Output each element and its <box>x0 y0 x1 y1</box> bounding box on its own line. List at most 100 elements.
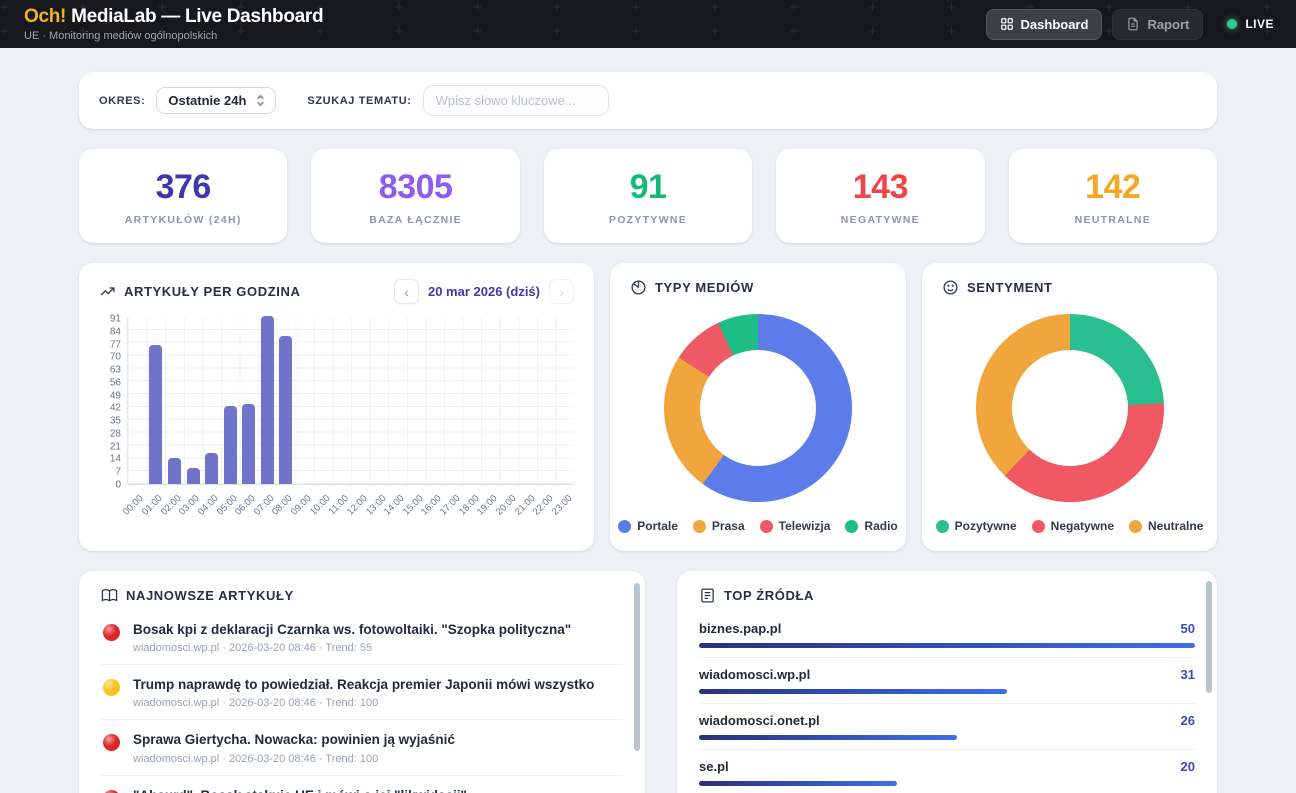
app-title-rest: MediaLab — Live Dashboard <box>66 6 324 27</box>
search-label: SZUKAJ TEMATU: <box>307 94 412 107</box>
charts-row: ARTYKUŁY PER GODZINA ‹ 20 mar 2026 (dziś… <box>79 263 1217 551</box>
trend-up-icon <box>100 287 115 296</box>
bar-slot <box>481 318 500 484</box>
article-list-item[interactable]: "Absurd". Bosak atakuje UE i mówi o jej … <box>101 776 623 793</box>
bar-slot <box>202 318 221 484</box>
top-nav: Dashboard Raport LIVE <box>985 8 1274 40</box>
legend-item[interactable]: Negatywne <box>1031 519 1115 533</box>
dashboard-tab-button[interactable]: Dashboard <box>985 8 1103 40</box>
period-select[interactable]: Ostatnie 24h <box>156 87 277 114</box>
sources-scrollbar-thumb[interactable] <box>1206 581 1212 693</box>
hourly-chart-card: ARTYKUŁY PER GODZINA ‹ 20 mar 2026 (dziś… <box>79 263 594 551</box>
media-types-title: TYPY MEDIÓW <box>630 279 754 296</box>
media-types-title-text: TYPY MEDIÓW <box>655 280 754 295</box>
bar-slot <box>258 316 277 484</box>
legend-item[interactable]: Prasa <box>692 519 745 533</box>
bar-slot <box>425 318 444 484</box>
hour-bar[interactable] <box>223 405 237 484</box>
source-bar <box>699 735 957 740</box>
bar-slot <box>332 318 351 484</box>
chevron-up-down-icon <box>257 94 265 107</box>
bar-slot <box>370 318 389 484</box>
legend-label: Portale <box>637 519 678 533</box>
bar-slot <box>239 318 258 484</box>
article-meta: wiadomosci.wp.pl · 2026-03-20 08:46 · Tr… <box>133 642 373 655</box>
hour-bar[interactable] <box>205 453 219 484</box>
stat-label: NEGATYWNE <box>840 214 920 226</box>
hour-bar[interactable] <box>167 458 181 484</box>
stat-card: 91 POZYTYWNE <box>543 149 753 243</box>
hour-bar[interactable] <box>149 345 163 484</box>
grid-icon <box>1000 18 1013 30</box>
search-input[interactable] <box>422 85 609 116</box>
x-tick: 22:00 <box>531 493 556 518</box>
app-header: + + + + + + + + + + + + + + + + + + + + … <box>0 0 1296 48</box>
open-book-icon <box>101 589 118 602</box>
x-tick: 17:00 <box>437 493 463 518</box>
legend-item[interactable]: Telewizja <box>759 519 830 533</box>
source-count: 26 <box>1180 713 1195 728</box>
legend-item[interactable]: Portale <box>618 519 678 533</box>
stat-label: ARTYKUŁÓW (24H) <box>124 214 242 226</box>
bar-slot <box>407 318 426 484</box>
bar-slot <box>462 318 481 484</box>
legend-label: Negatywne <box>1050 519 1115 533</box>
article-meta: wiadomosci.wp.pl · 2026-03-20 08:46 · Tr… <box>133 697 379 710</box>
stat-label: POZYTYWNE <box>608 214 688 226</box>
raport-tab-label: Raport <box>1147 16 1190 32</box>
stat-card: 8305 BAZA ŁĄCZNIE <box>311 149 520 243</box>
source-name: biznes.pap.pl <box>699 621 782 636</box>
stat-value: 142 <box>1085 168 1141 206</box>
legend-dot-icon <box>935 519 949 533</box>
source-row: se.pl 20 <box>699 750 1195 793</box>
sentiment-card: SENTYMENT Pozytywne Negatywne Neutralne <box>922 263 1217 551</box>
legend-item[interactable]: Radio <box>845 519 898 533</box>
date-navigator: ‹ 20 mar 2026 (dziś) › <box>393 279 574 304</box>
stat-card: 376 ARTYKUŁÓW (24H) <box>79 149 288 243</box>
articles-scrollbar-thumb[interactable] <box>634 583 640 751</box>
period-label: OKRES: <box>99 94 146 107</box>
legend-item[interactable]: Pozytywne <box>935 519 1017 533</box>
prev-day-button[interactable]: ‹ <box>393 279 419 304</box>
sentiment-donut[interactable] <box>975 313 1164 502</box>
hour-bar[interactable] <box>279 336 293 484</box>
hour-bar[interactable] <box>260 316 274 484</box>
x-axis: 00:00 01:00 02:00 03:00 04:00 05:00 06:00 07:00… <box>121 485 574 525</box>
raport-tab-button[interactable]: Raport <box>1112 8 1204 40</box>
hour-bar[interactable] <box>242 403 256 484</box>
article-list-item[interactable]: Trump naprawdę to powiedział. Reakcja pr… <box>101 665 623 721</box>
bar-plot <box>127 316 574 485</box>
bar-slot <box>351 318 370 484</box>
x-tick: 20:00 <box>493 493 519 518</box>
source-bar <box>699 689 1007 694</box>
latest-articles-title: NAJNOWSZE ARTYKUŁY <box>101 587 294 604</box>
legend-dot-icon <box>692 519 706 533</box>
legend-item[interactable]: Neutralne <box>1129 519 1203 533</box>
article-list-item[interactable]: Bosak kpi z deklaracji Czarnka ws. fotow… <box>101 610 623 666</box>
app-title: Och! MediaLab — Live Dashboard <box>24 6 324 28</box>
source-list: biznes.pap.pl 50 wiadomosci.wp.pl 31 wia… <box>699 612 1195 793</box>
legend-dot-icon <box>1031 519 1045 533</box>
legend-label: Prasa <box>711 519 745 533</box>
stat-value: 376 <box>155 168 212 206</box>
legend-label: Radio <box>864 519 898 533</box>
bar-slot <box>277 318 296 484</box>
article-list-item[interactable]: Sprawa Giertycha. Nowacka: powinien ją w… <box>101 720 623 776</box>
stat-value: 91 <box>629 168 667 206</box>
source-name: wiadomosci.wp.pl <box>699 667 811 682</box>
bar-slot <box>444 318 463 484</box>
bar-slot <box>165 318 184 484</box>
media-types-donut[interactable] <box>664 313 852 502</box>
media-types-legend: Portale Prasa Telewizja Radio <box>618 519 898 535</box>
hourly-bar-chart[interactable]: 0 7 14 21 28 35 42 49 56 63 70 77 84 91 00:00 01:00 02:… <box>99 314 574 525</box>
latest-articles-title-text: NAJNOWSZE ARTYKUŁY <box>126 588 294 603</box>
x-tick: 19:00 <box>475 493 500 518</box>
source-count: 31 <box>1180 667 1195 682</box>
live-indicator: LIVE <box>1227 17 1274 31</box>
document-icon <box>1128 17 1139 31</box>
next-day-button[interactable]: › <box>549 279 574 304</box>
hour-bar[interactable] <box>186 467 200 484</box>
pie-chart-icon <box>631 280 646 295</box>
x-tick: 06:00 <box>233 493 258 518</box>
x-tick: 12:00 <box>344 493 370 518</box>
